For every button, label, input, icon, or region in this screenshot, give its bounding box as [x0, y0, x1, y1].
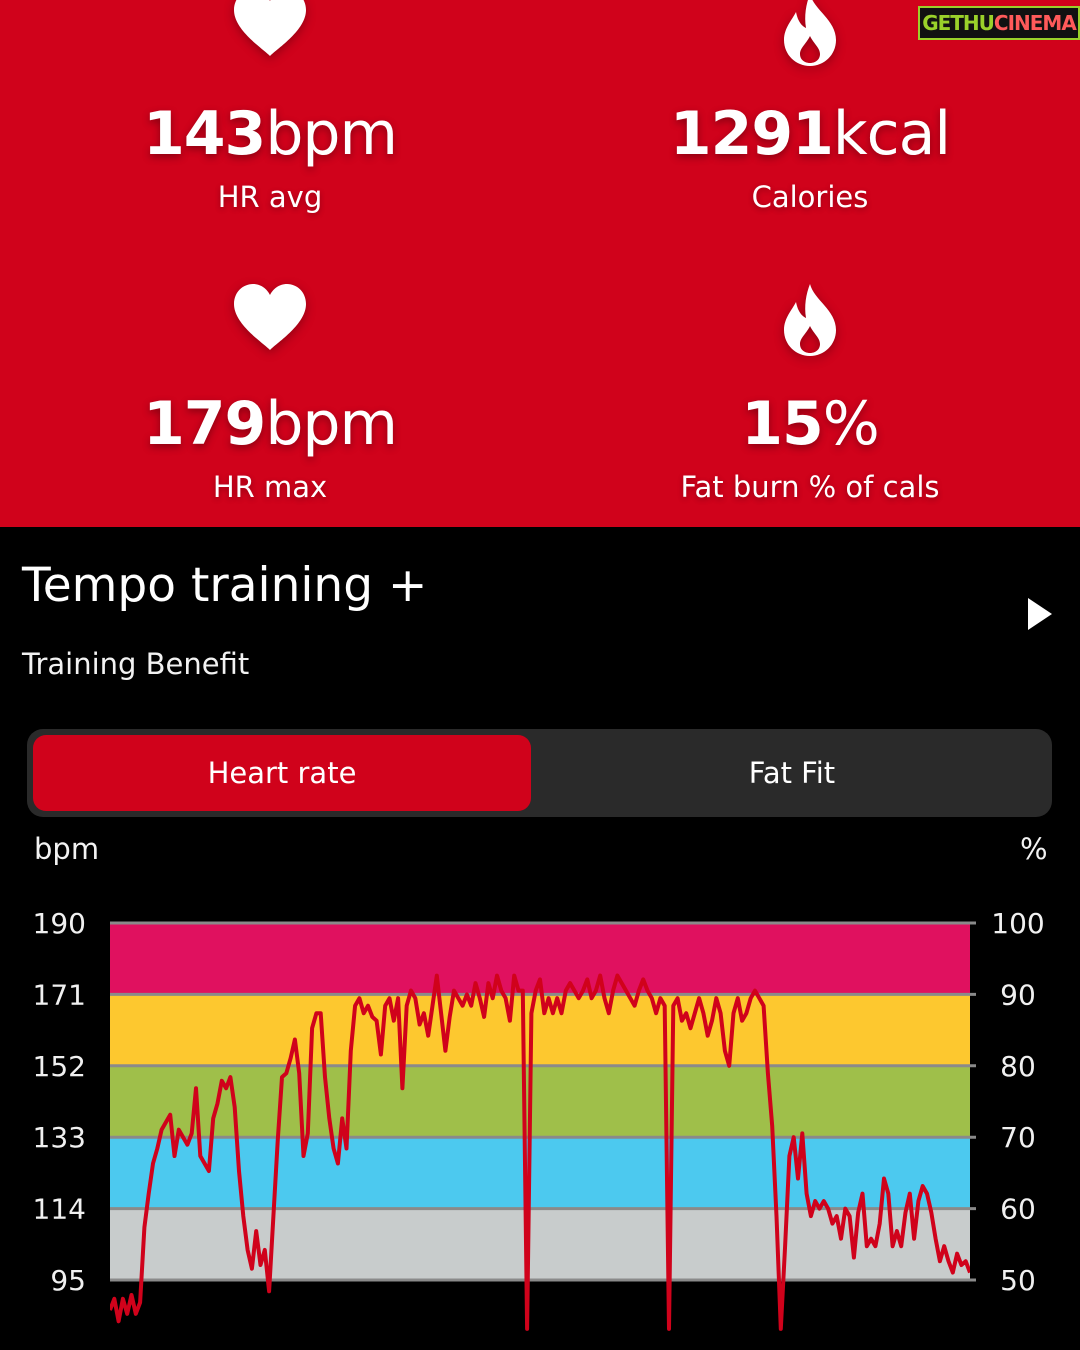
heart-icon — [232, 284, 308, 356]
flame-icon — [780, 284, 840, 360]
y-axis-left-unit: bpm — [34, 832, 100, 866]
y-axis-right-ticks: 100 90 80 70 60 50 — [991, 907, 1044, 1297]
stat-hr-max: 179bpm HR max — [0, 270, 540, 527]
y-tick-right: 90 — [1000, 978, 1036, 1011]
y-tick-right: 60 — [1000, 1193, 1036, 1226]
y-tick-left: 114 — [33, 1193, 86, 1226]
zone-band-5 — [110, 1208, 970, 1280]
training-subtitle: Training Benefit — [22, 647, 250, 681]
flame-icon — [780, 0, 840, 70]
heart-icon — [232, 0, 308, 62]
heart-rate-line — [110, 973, 970, 1331]
tab-heart-rate[interactable]: Heart rate — [33, 735, 531, 811]
y-axis-left-ticks: 190 171 152 133 114 95 — [33, 907, 86, 1297]
zone-band-3 — [110, 1065, 970, 1138]
zone-band-2 — [110, 994, 970, 1066]
stat-value: 143bpm — [143, 99, 398, 169]
stat-value: 15% — [741, 389, 880, 459]
stat-value: 1291kcal — [669, 99, 951, 169]
stat-calories: 1291kcal Calories — [540, 0, 1080, 260]
play-triangle-icon[interactable] — [1024, 596, 1054, 632]
chart-tab-selector: Heart rate Fat Fit — [27, 729, 1052, 817]
stat-hr-avg: 143bpm HR avg — [0, 0, 540, 260]
watermark-logo: GETHU CINEMA — [918, 6, 1080, 40]
stat-label: Calories — [751, 180, 869, 214]
y-tick-right: 100 — [991, 907, 1044, 940]
y-tick-left: 152 — [33, 1050, 86, 1083]
stat-fat-burn: 15% Fat burn % of cals — [540, 270, 1080, 527]
y-tick-left: 95 — [50, 1264, 86, 1297]
stats-panel: 143bpm HR avg 1291kcal Calories 179bpm H… — [0, 0, 1080, 527]
stat-label: HR max — [212, 470, 328, 504]
y-tick-right: 50 — [1000, 1264, 1036, 1297]
training-title: Tempo training + — [22, 558, 428, 613]
y-tick-left: 190 — [33, 907, 86, 940]
y-tick-left: 171 — [33, 978, 86, 1011]
y-tick-right: 80 — [1000, 1050, 1036, 1083]
y-tick-left: 133 — [33, 1121, 86, 1154]
stat-label: Fat burn % of cals — [680, 470, 940, 504]
zone-band-4 — [110, 1137, 970, 1209]
stat-label: HR avg — [217, 180, 323, 214]
y-tick-right: 70 — [1000, 1121, 1036, 1154]
y-axis-right-unit: % — [1020, 832, 1048, 866]
tab-fat-fit[interactable]: Fat Fit — [748, 756, 836, 790]
stat-value: 179bpm — [143, 389, 398, 459]
heart-rate-chart: 190 171 152 133 114 95 100 90 80 70 60 50 — [33, 907, 1045, 1331]
